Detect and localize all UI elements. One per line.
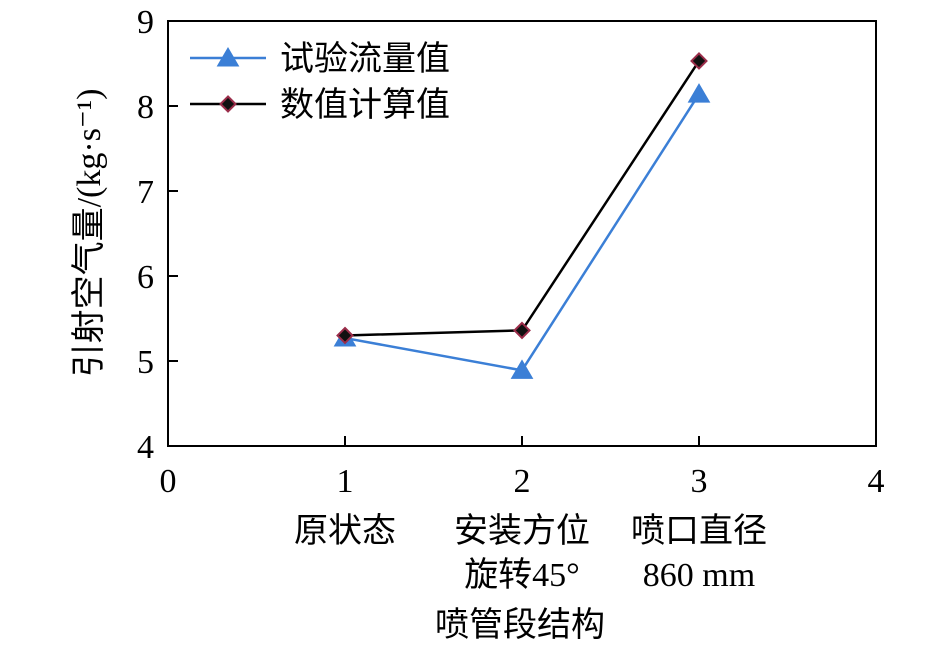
y-tick-label: 8	[137, 89, 154, 126]
legend-marker-diamond	[219, 95, 237, 113]
legend-marker-triangle	[216, 47, 240, 67]
legend-entry: 数值计算值	[190, 86, 450, 124]
x-tick-label: 1	[337, 463, 354, 500]
y-axis-title: 引射空气量/(kg·s⁻¹)	[70, 89, 108, 378]
y-tick-label: 7	[137, 174, 154, 211]
y-tick-label: 4	[137, 429, 154, 466]
data-point-triangle	[510, 359, 534, 379]
category-label: 安装方位	[454, 512, 590, 550]
legend-label: 数值计算值	[280, 86, 450, 124]
x-tick-label: 2	[514, 463, 531, 500]
y-tick-label: 9	[137, 4, 154, 41]
y-tick-label: 5	[137, 344, 154, 381]
plot-frame	[167, 20, 877, 447]
y-tick-label: 6	[137, 259, 154, 296]
legend-label: 试验流量值	[280, 40, 450, 78]
x-tick-label: 3	[691, 463, 708, 500]
x-axis-title: 喷管段结构	[435, 606, 605, 644]
legend-entry: 试验流量值	[190, 40, 450, 78]
category-label: 旋转45°	[464, 556, 580, 594]
category-label: 原状态	[294, 512, 396, 550]
data-point-triangle	[687, 83, 711, 103]
series-numerical	[336, 52, 708, 345]
series-layer	[333, 52, 711, 379]
data-point-diamond	[513, 321, 531, 340]
data-point-diamond	[336, 326, 354, 345]
data-point-diamond	[690, 52, 708, 70]
category-label: 喷口直径	[631, 512, 767, 550]
axes-layer: 4 5 6 7 8 9 0 1 2 3 4	[137, 4, 885, 500]
x-tick-label: 0	[160, 463, 177, 500]
x-tick-label: 4	[868, 463, 885, 500]
category-label: 860 mm	[643, 557, 755, 594]
